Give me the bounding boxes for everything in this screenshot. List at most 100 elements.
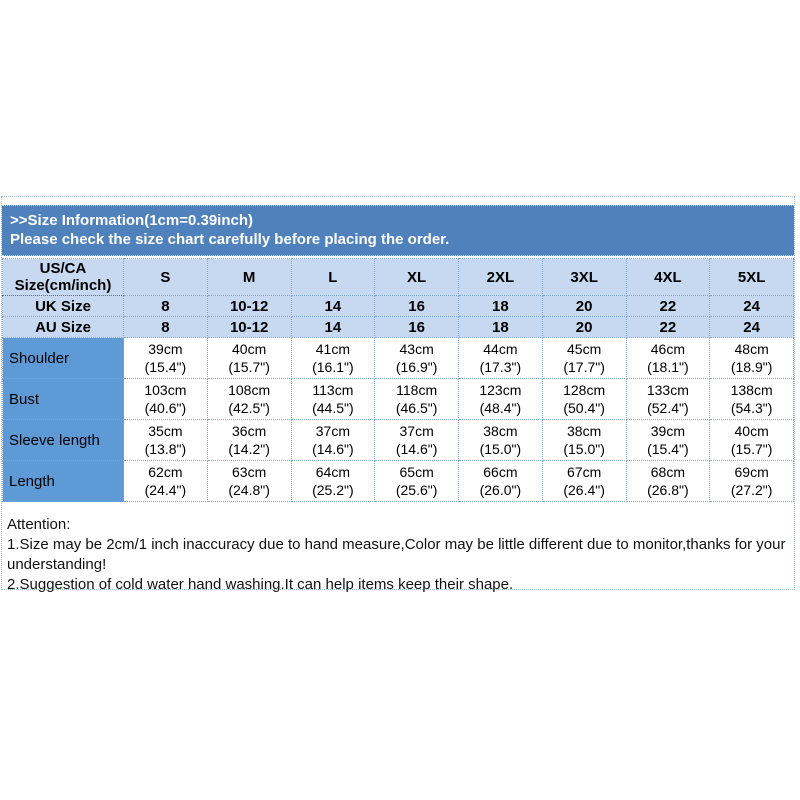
conversion-value-cell: 20 [541, 316, 627, 338]
measurement-row-label: Length [2, 460, 124, 502]
measurement-cm: 38cm [483, 423, 518, 439]
attention-title: Attention: [7, 516, 71, 533]
measurement-inch: (15.0") [479, 441, 522, 457]
measurement-cm: 44cm [483, 341, 518, 357]
table-header-row: US/CA Size(cm/inch) S M L XL 2XL 3XL 4XL 5XL [2, 258, 794, 296]
measurement-cm: 113cm [312, 382, 354, 398]
measurement-inch: (25.6") [395, 482, 438, 498]
measurement-cm: 108cm [228, 382, 271, 398]
attention-line-1: 1.Size may be 2cm/1 inch inaccuracy due … [7, 536, 786, 573]
measurement-inch: (50.4") [563, 400, 605, 416]
conversion-value-cell: 24 [709, 295, 794, 317]
measurement-value-cell: 128cm (50.4") [541, 378, 627, 420]
measurement-inch: (48.4") [479, 400, 522, 416]
measurement-value-cell: 44cm (17.3") [458, 337, 543, 379]
measurement-cm: 40cm [734, 423, 769, 439]
measurement-value-cell: 113cm (44.5") [290, 378, 376, 420]
corner-header-cell: US/CA Size(cm/inch) [2, 258, 124, 296]
measurement-inch: (15.4") [647, 441, 689, 457]
measurement-inch: (15.7") [730, 441, 773, 457]
measurement-inch: (14.6") [312, 441, 354, 457]
measurement-inch: (18.1") [647, 359, 689, 375]
size-info-banner: >>Size Information(1cm=0.39inch) Please … [2, 205, 794, 256]
size-header-cell: 2XL [458, 258, 543, 296]
size-header-cell: S [123, 258, 208, 296]
measurement-row-label: Sleeve length [2, 419, 124, 461]
measurement-cm: 39cm [650, 423, 685, 439]
measurement-inch: (40.6") [144, 400, 187, 416]
conversion-value-cell: 10-12 [206, 295, 292, 317]
measurement-cm: 64cm [315, 464, 350, 480]
size-header-cell: 5XL [709, 258, 794, 296]
measurement-value-cell: 108cm (42.5") [206, 378, 292, 420]
measurement-cm: 37cm [399, 423, 434, 439]
measurement-value-cell: 65cm (25.6") [374, 460, 459, 502]
conversion-value-cell: 24 [709, 316, 794, 338]
measurement-inch: (52.4") [647, 400, 689, 416]
measurement-value-cell: 45cm (17.7") [541, 337, 627, 379]
measurement-inch: (17.7") [563, 359, 605, 375]
measurement-cm: 65cm [399, 464, 434, 480]
conversion-value-cell: 18 [458, 316, 543, 338]
measurement-row: Length 62cm (24.4") 63cm (24.8") 64cm (25.2") 6… [2, 460, 794, 502]
measurement-cm: 128cm [563, 382, 606, 398]
measurement-row-label: Shoulder [2, 337, 124, 379]
conversion-value-cell: 16 [374, 316, 459, 338]
measurement-value-cell: 62cm (24.4") [123, 460, 208, 502]
conversion-row-label: AU Size [2, 316, 124, 338]
conversion-value-cell: 8 [123, 295, 208, 317]
measurement-inch: (46.5") [395, 400, 438, 416]
measurement-value-cell: 38cm (15.0") [541, 419, 627, 461]
measurement-cm: 39cm [148, 341, 183, 357]
attention-section: Attention: 1.Size may be 2cm/1 inch inac… [7, 515, 794, 595]
measurement-inch: (44.5") [312, 400, 354, 416]
measurement-value-cell: 123cm (48.4") [458, 378, 543, 420]
conversion-value-cell: 14 [290, 316, 376, 338]
size-header-cell: L [290, 258, 376, 296]
measurement-cm: 38cm [567, 423, 602, 439]
measurement-cm: 37cm [315, 423, 350, 439]
measurement-value-cell: 35cm (13.8") [123, 419, 208, 461]
measurement-cm: 66cm [483, 464, 518, 480]
measurement-inch: (26.8") [647, 482, 689, 498]
measurement-cm: 133cm [646, 382, 689, 398]
measurement-cm: 69cm [734, 464, 769, 480]
measurement-value-cell: 40cm (15.7") [206, 337, 292, 379]
measurement-row: Bust 103cm (40.6") 108cm (42.5") 113cm (44.5")… [2, 378, 794, 420]
measurement-inch: (24.4") [144, 482, 187, 498]
measurement-value-cell: 37cm (14.6") [374, 419, 459, 461]
size-chart-table: US/CA Size(cm/inch) S M L XL 2XL 3XL 4XL 5XL UK Si… [2, 258, 794, 502]
size-header-cell: XL [374, 258, 459, 296]
conversion-row: UK Size 8 10-12 14 16 18 20 22 24 [2, 295, 794, 317]
conversion-value-cell: 22 [625, 295, 711, 317]
conversion-value-cell: 8 [123, 316, 208, 338]
measurement-cm: 68cm [650, 464, 685, 480]
measurement-inch: (54.3") [730, 400, 773, 416]
measurement-inch: (25.2") [312, 482, 354, 498]
measurement-value-cell: 37cm (14.6") [290, 419, 376, 461]
banner-subtitle: Please check the size chart carefully be… [10, 231, 450, 248]
measurement-value-cell: 67cm (26.4") [541, 460, 627, 502]
measurement-value-cell: 68cm (26.8") [625, 460, 711, 502]
measurement-cm: 43cm [399, 341, 434, 357]
measurement-value-cell: 46cm (18.1") [625, 337, 711, 379]
size-header-cell: 4XL [625, 258, 711, 296]
measurement-cm: 35cm [148, 423, 183, 439]
measurement-inch: (17.3") [479, 359, 522, 375]
attention-line-2: 2.Suggestion of cold water hand washing.… [7, 576, 514, 593]
measurement-value-cell: 39cm (15.4") [123, 337, 208, 379]
measurement-inch: (15.7") [228, 359, 270, 375]
measurement-value-cell: 66cm (26.0") [458, 460, 543, 502]
measurement-inch: (13.8") [144, 441, 187, 457]
measurement-row: Shoulder 39cm (15.4") 40cm (15.7") 41cm (16.1"… [2, 337, 794, 379]
measurement-value-cell: 38cm (15.0") [458, 419, 543, 461]
conversion-value-cell: 18 [458, 295, 543, 317]
measurement-row: Sleeve length 35cm (13.8") 36cm (14.2") 37cm (… [2, 419, 794, 461]
conversion-value-cell: 20 [541, 295, 627, 317]
size-info-block: >>Size Information(1cm=0.39inch) Please … [1, 196, 795, 593]
measurement-inch: (14.6") [395, 441, 438, 457]
measurement-cm: 138cm [730, 382, 773, 398]
measurement-cm: 48cm [734, 341, 769, 357]
measurement-row-label: Bust [2, 378, 124, 420]
